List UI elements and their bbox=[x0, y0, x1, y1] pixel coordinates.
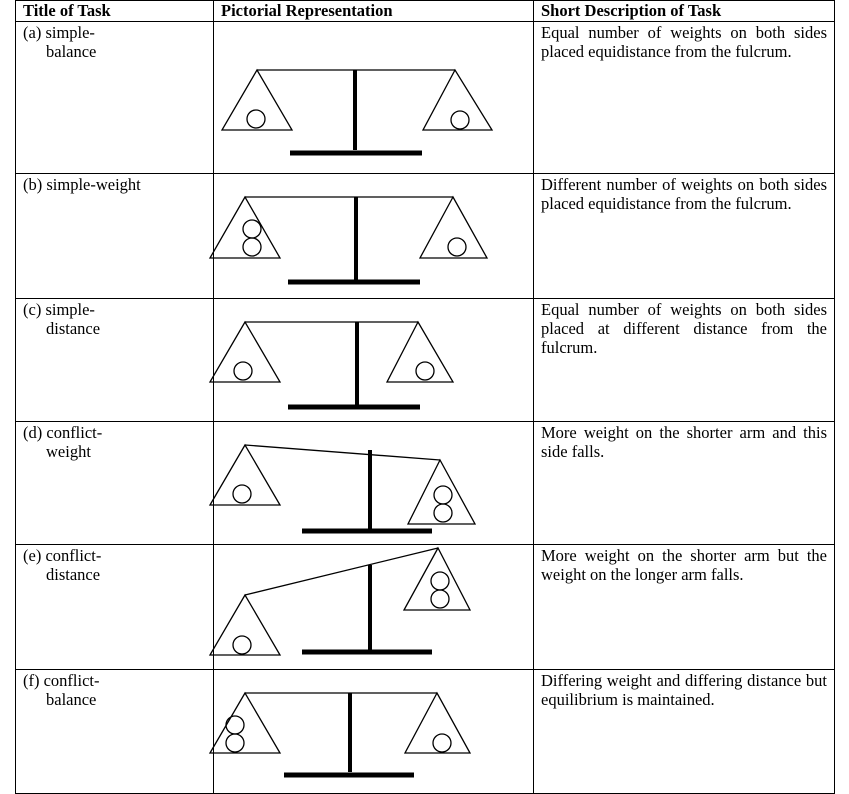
description-cell: More weight on the shorter arm but the w… bbox=[533, 544, 835, 670]
title-cell: (a) simple-balance bbox=[15, 21, 214, 174]
title-line: (b) simple-weight bbox=[23, 175, 141, 194]
title-line: (f) conflict- bbox=[23, 671, 100, 690]
description-cell: Equal number of weights on both sides pl… bbox=[533, 298, 835, 422]
title-line: (e) conflict- bbox=[23, 546, 102, 565]
balance-diagram bbox=[208, 691, 472, 778]
description-cell: Equal number of weights on both sides pl… bbox=[533, 21, 835, 174]
title-line: weight bbox=[46, 442, 91, 461]
title-line: (a) simple- bbox=[23, 23, 95, 42]
description-cell: Differing weight and differing distance … bbox=[533, 669, 835, 794]
title-cell: (b) simple-weight bbox=[15, 173, 214, 299]
description-cell: More weight on the shorter arm and this … bbox=[533, 421, 835, 545]
table-row: (d) conflict-weight More weight on the sh… bbox=[15, 421, 835, 545]
title-line: balance bbox=[46, 42, 97, 61]
title-line: (c) simple- bbox=[23, 300, 95, 319]
table-row: (a) simple-balance Equal number of weight… bbox=[15, 21, 835, 174]
title-cell: (d) conflict-weight bbox=[15, 421, 214, 545]
picture-cell bbox=[213, 544, 534, 670]
title-cell: (f) conflict-balance bbox=[15, 669, 214, 794]
title-cell: (e) conflict-distance bbox=[15, 544, 214, 670]
balance-diagram bbox=[208, 443, 477, 534]
title-cell: (c) simple-distance bbox=[15, 298, 214, 422]
title-line: (d) conflict- bbox=[23, 423, 103, 442]
table-row: (e) conflict-distance More weight on the … bbox=[15, 544, 835, 670]
picture-cell bbox=[213, 21, 534, 174]
balance-diagram bbox=[220, 68, 494, 156]
table-row: (b) simple-weight Different number of wei… bbox=[15, 173, 835, 299]
balance-diagram bbox=[208, 320, 455, 410]
title-line: balance bbox=[46, 690, 97, 709]
balance-diagram bbox=[208, 546, 472, 656]
picture-cell bbox=[213, 173, 534, 299]
title-line: distance bbox=[46, 319, 101, 338]
title-line: distance bbox=[46, 565, 101, 584]
balance-diagram bbox=[208, 195, 489, 285]
